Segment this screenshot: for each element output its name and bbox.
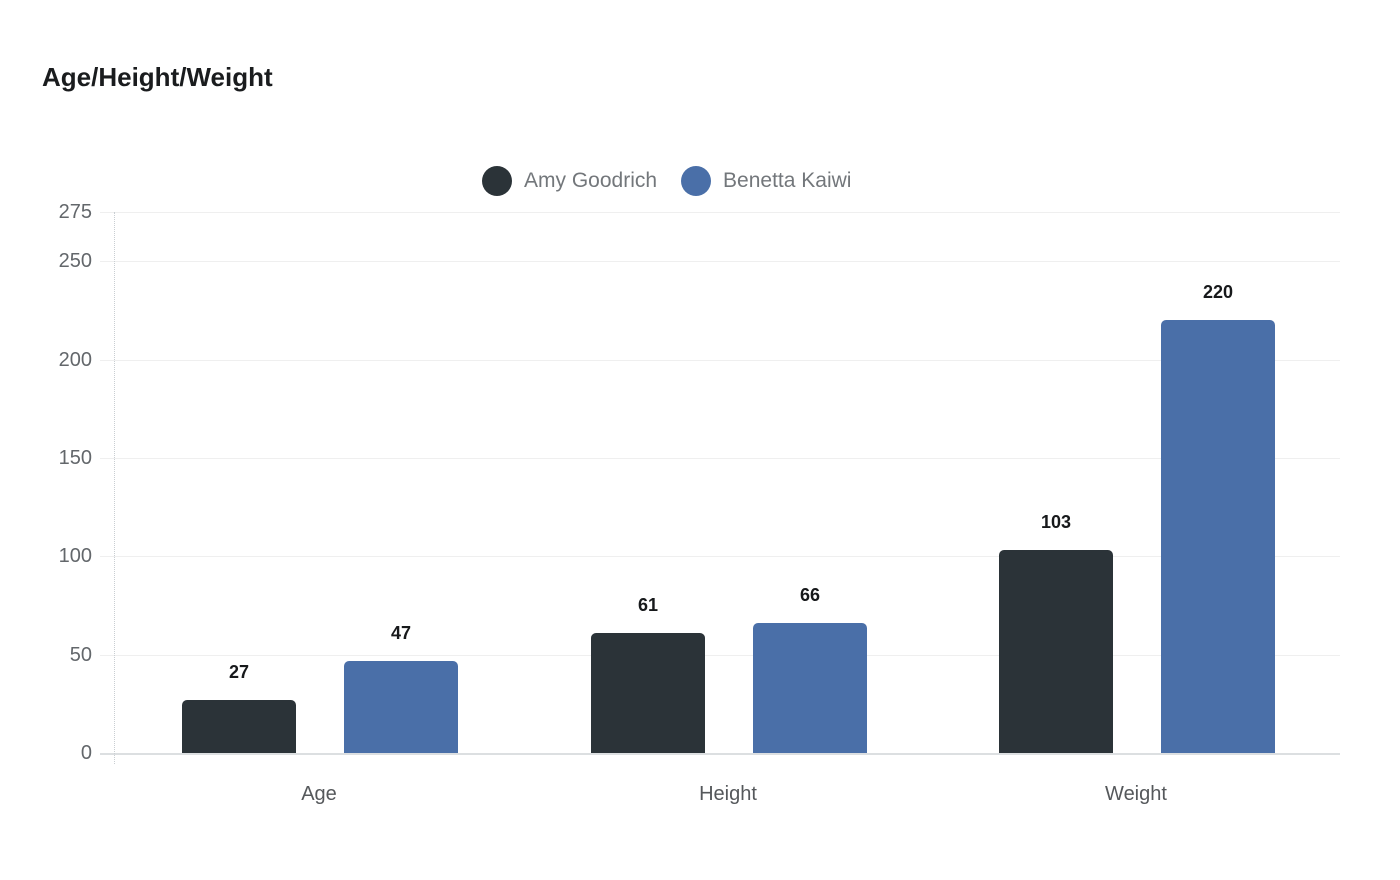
y-tick-label: 150 bbox=[58, 447, 92, 469]
bar-amy-goodrich-weight[interactable] bbox=[999, 550, 1113, 753]
bar-amy-goodrich-height[interactable] bbox=[591, 633, 705, 753]
legend-item-amy-goodrich[interactable]: Amy Goodrich bbox=[482, 166, 657, 196]
gridline bbox=[100, 655, 1340, 656]
bar-benetta-kaiwi-age[interactable] bbox=[344, 661, 458, 753]
legend-label: Amy Goodrich bbox=[524, 169, 658, 192]
y-tick-label: 0 bbox=[80, 742, 92, 764]
legend: Amy Goodrich Benetta Kaiwi bbox=[482, 163, 851, 199]
x-category-label-height: Height bbox=[699, 783, 757, 805]
gridline bbox=[100, 556, 1340, 557]
y-axis-line bbox=[114, 212, 115, 764]
bar-benetta-kaiwi-weight[interactable] bbox=[1161, 320, 1275, 753]
y-tick-label: 100 bbox=[58, 545, 92, 567]
gridline bbox=[100, 458, 1340, 459]
y-tick-label: 50 bbox=[69, 644, 92, 666]
bar-value-label: 66 bbox=[799, 585, 821, 605]
y-tick-label: 250 bbox=[58, 250, 92, 272]
y-tick-label: 200 bbox=[58, 349, 92, 371]
bar-value-label: 103 bbox=[1040, 512, 1072, 532]
legend-swatch-icon bbox=[482, 166, 512, 196]
bar-benetta-kaiwi-height[interactable] bbox=[753, 623, 867, 753]
y-tick-label: 275 bbox=[58, 201, 92, 223]
x-category-label-age: Age bbox=[301, 783, 337, 805]
legend-label: Benetta Kaiwi bbox=[723, 169, 852, 192]
gridline bbox=[100, 212, 1340, 213]
bar-amy-goodrich-age[interactable] bbox=[182, 700, 296, 753]
chart-title: Age/Height/Weight bbox=[42, 62, 273, 92]
gridline bbox=[100, 360, 1340, 361]
bar-value-label: 47 bbox=[390, 623, 412, 643]
bar-value-label: 27 bbox=[228, 662, 250, 682]
x-category-label-weight: Weight bbox=[1105, 783, 1167, 805]
x-axis-line bbox=[100, 753, 1340, 755]
gridline bbox=[100, 261, 1340, 262]
bar-value-label: 61 bbox=[637, 595, 659, 615]
bar-value-label: 220 bbox=[1202, 282, 1234, 302]
legend-swatch-icon bbox=[681, 166, 712, 196]
legend-item-benetta-kaiwi[interactable]: Benetta Kaiwi bbox=[681, 166, 851, 196]
